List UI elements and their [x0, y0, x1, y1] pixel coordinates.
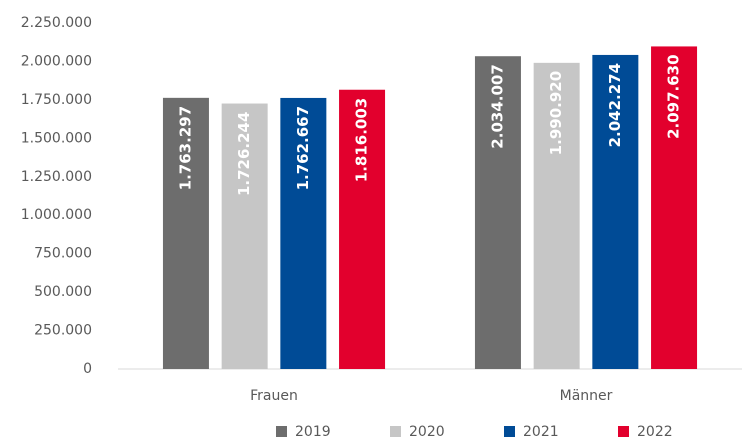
legend-label: 2019: [295, 424, 331, 439]
x-tick-label: Frauen: [250, 388, 298, 404]
value-label: 1.762.667: [294, 106, 312, 190]
legend-swatch: [504, 426, 515, 437]
y-tick-label: 1.250.000: [21, 169, 92, 185]
value-label: 1.763.297: [176, 106, 194, 190]
value-label: 1.990.920: [547, 71, 565, 155]
y-tick-label: 1.500.000: [21, 130, 92, 146]
bar: [592, 54, 639, 370]
value-label: 2.097.630: [665, 54, 683, 138]
legend-swatch: [276, 426, 287, 437]
bar: [280, 97, 327, 370]
legend-label: 2022: [637, 424, 673, 439]
bar: [339, 89, 386, 369]
y-tick-label: 250.000: [34, 323, 92, 339]
value-label: 1.726.244: [235, 112, 253, 196]
bar: [162, 97, 209, 369]
bar: [651, 46, 698, 369]
y-tick-label: 0: [83, 361, 92, 377]
legend-label: 2020: [409, 424, 445, 439]
value-label: 2.042.274: [606, 63, 624, 147]
y-tick-label: 2.000.000: [21, 53, 92, 69]
value-label: 2.034.007: [488, 64, 506, 148]
bar: [533, 62, 580, 369]
bar: [221, 103, 268, 370]
y-tick-label: 750.000: [34, 246, 92, 262]
legend-swatch: [390, 426, 401, 437]
y-tick-label: 1.000.000: [21, 207, 92, 223]
bar: [474, 56, 521, 369]
y-tick-label: 500.000: [34, 284, 92, 300]
y-tick-label: 1.750.000: [21, 92, 92, 108]
legend-label: 2021: [523, 424, 559, 439]
x-tick-label: Männer: [560, 388, 613, 404]
legend-swatch: [618, 426, 629, 437]
y-tick-label: 2.250.000: [21, 15, 92, 31]
value-label: 1.816.003: [353, 98, 371, 182]
